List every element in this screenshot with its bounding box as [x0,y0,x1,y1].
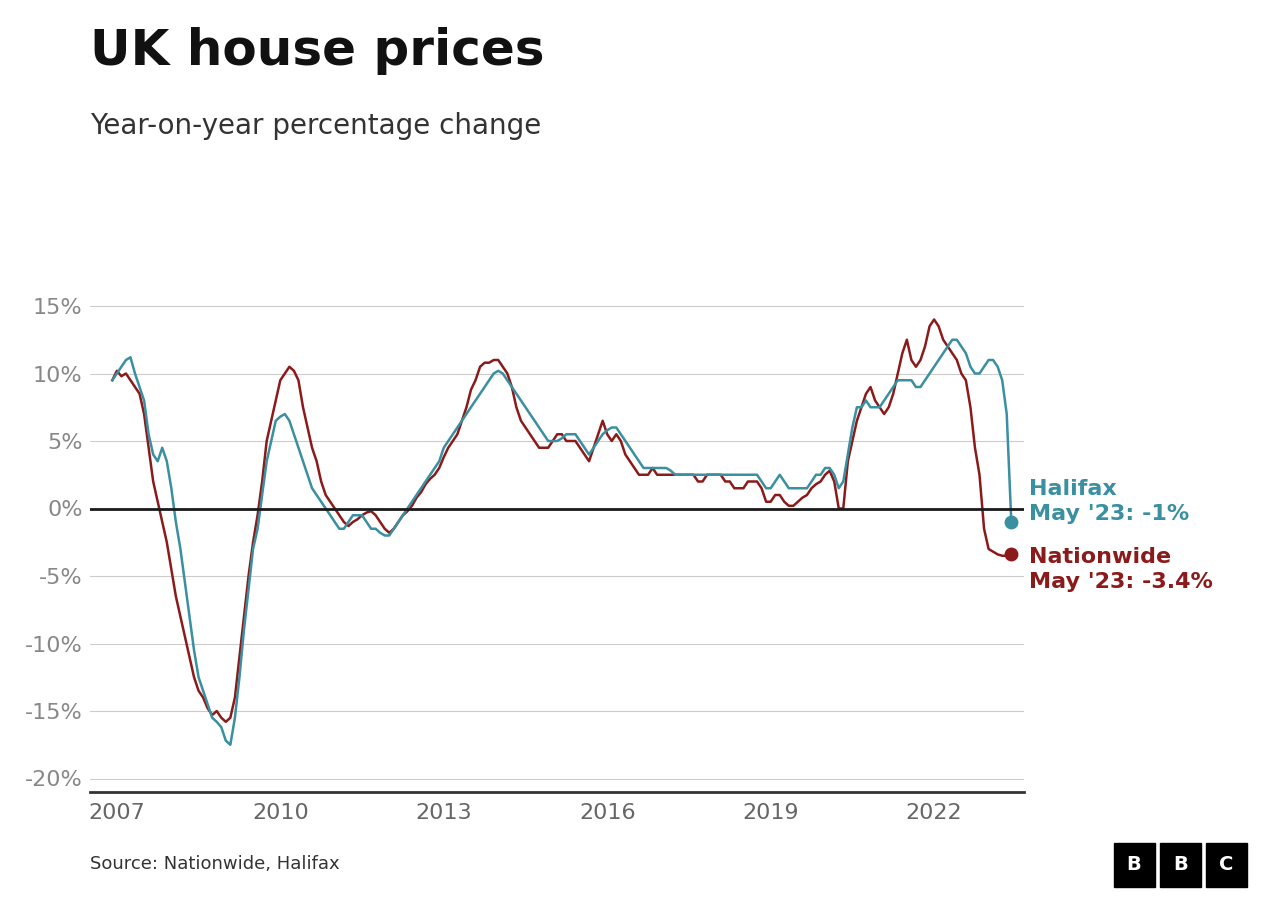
Text: Nationwide
May '23: -3.4%: Nationwide May '23: -3.4% [1029,547,1213,591]
Text: Halifax
May '23: -1%: Halifax May '23: -1% [1029,480,1189,524]
Text: C: C [1219,855,1234,875]
Text: B: B [1126,855,1142,875]
Text: UK house prices: UK house prices [90,27,544,75]
Text: B: B [1172,855,1188,875]
Text: Source: Nationwide, Halifax: Source: Nationwide, Halifax [90,855,339,873]
Text: Year-on-year percentage change: Year-on-year percentage change [90,112,541,140]
